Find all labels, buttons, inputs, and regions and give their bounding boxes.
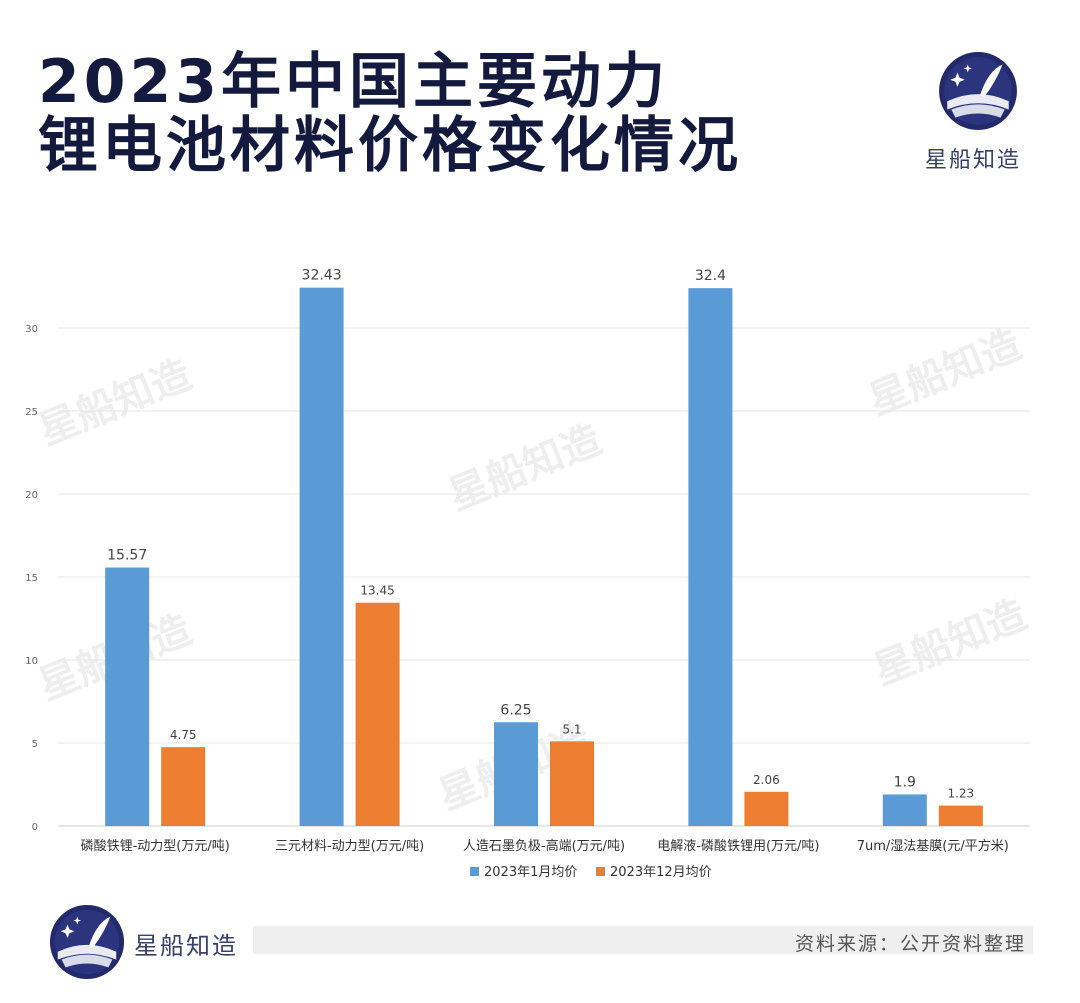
bar bbox=[105, 567, 150, 826]
bar-value-label: 13.45 bbox=[360, 584, 394, 598]
legend-label: 2023年12月均价 bbox=[610, 865, 712, 880]
source-note: 资料来源：公开资料整理 bbox=[794, 933, 1026, 955]
quill-moon-logo-icon bbox=[939, 52, 1017, 130]
bar bbox=[938, 805, 983, 826]
bar bbox=[494, 722, 538, 826]
bar-value-label: 15.57 bbox=[107, 548, 147, 564]
watermark-text: 星船知造 bbox=[862, 322, 1028, 425]
title-line-1: 2023年中国主要动力 bbox=[38, 47, 669, 117]
y-tick-label: 5 bbox=[32, 739, 38, 750]
bar-value-label: 6.25 bbox=[500, 702, 531, 718]
x-axis-labels: 磷酸铁锂-动力型(万元/吨) 三元材料-动力型(万元/吨) 人造石墨负极-高端(万元… bbox=[81, 838, 1009, 854]
y-tick-label: 0 bbox=[32, 822, 38, 833]
bar-data-labels: 15.57 4.75 32.43 13.45 6.25 5.1 32.4 2.06 1.9 1.2… bbox=[107, 268, 974, 801]
page-title: 2023年中国主要动力 锂电池材料价格变化情况 bbox=[38, 50, 742, 178]
y-tick-label: 15 bbox=[25, 573, 38, 584]
x-tick-label: 三元材料-动力型(万元/吨) bbox=[275, 839, 424, 854]
watermark-text: 星船知造 bbox=[32, 352, 198, 455]
legend-swatch bbox=[596, 867, 605, 876]
legend-label: 2023年1月均价 bbox=[484, 865, 577, 880]
x-tick-label: 电解液-磷酸铁锂用(万元/吨) bbox=[657, 839, 819, 854]
bar-value-label: 32.43 bbox=[302, 268, 342, 284]
legend-swatch bbox=[470, 867, 479, 876]
bar bbox=[299, 287, 344, 826]
bar-value-label: 2.06 bbox=[753, 773, 780, 787]
x-tick-label: 7um/湿法基膜(元/平方米) bbox=[857, 838, 1009, 854]
x-tick-label: 磷酸铁锂-动力型(万元/吨) bbox=[81, 839, 230, 854]
bars bbox=[105, 287, 983, 826]
brand-name: 星船知造 bbox=[924, 148, 1021, 173]
bar bbox=[688, 288, 733, 826]
bar bbox=[744, 791, 789, 826]
y-tick-label: 10 bbox=[25, 656, 38, 667]
title-line-2: 锂电池材料价格变化情况 bbox=[38, 111, 742, 181]
watermark-text: 星船知造 bbox=[442, 417, 608, 520]
bar bbox=[882, 794, 927, 826]
bar bbox=[161, 747, 206, 826]
y-tick-label: 25 bbox=[25, 407, 38, 418]
y-tick-label: 30 bbox=[25, 324, 38, 335]
footer-brand-name: 星船知造 bbox=[134, 932, 238, 960]
bar-value-label: 1.23 bbox=[947, 787, 974, 801]
bar bbox=[550, 741, 594, 826]
bar bbox=[355, 602, 400, 826]
quill-moon-logo-icon bbox=[49, 904, 125, 980]
y-tick-label: 20 bbox=[25, 490, 38, 501]
bar-value-label: 32.4 bbox=[695, 268, 726, 284]
bar-value-label: 1.9 bbox=[894, 774, 916, 790]
gridlines bbox=[58, 327, 1030, 827]
watermark-text: 星船知造 bbox=[867, 592, 1033, 695]
x-tick-label: 人造石墨负极-高端(万元/吨) bbox=[463, 838, 625, 854]
y-axis-ticks: 0 5 10 15 20 25 30 bbox=[25, 324, 38, 833]
bar-value-label: 4.75 bbox=[170, 728, 197, 742]
bar-value-label: 5.1 bbox=[562, 722, 581, 736]
footer-bar bbox=[253, 926, 1033, 954]
legend: 2023年1月均价 2023年12月均价 bbox=[470, 865, 712, 880]
